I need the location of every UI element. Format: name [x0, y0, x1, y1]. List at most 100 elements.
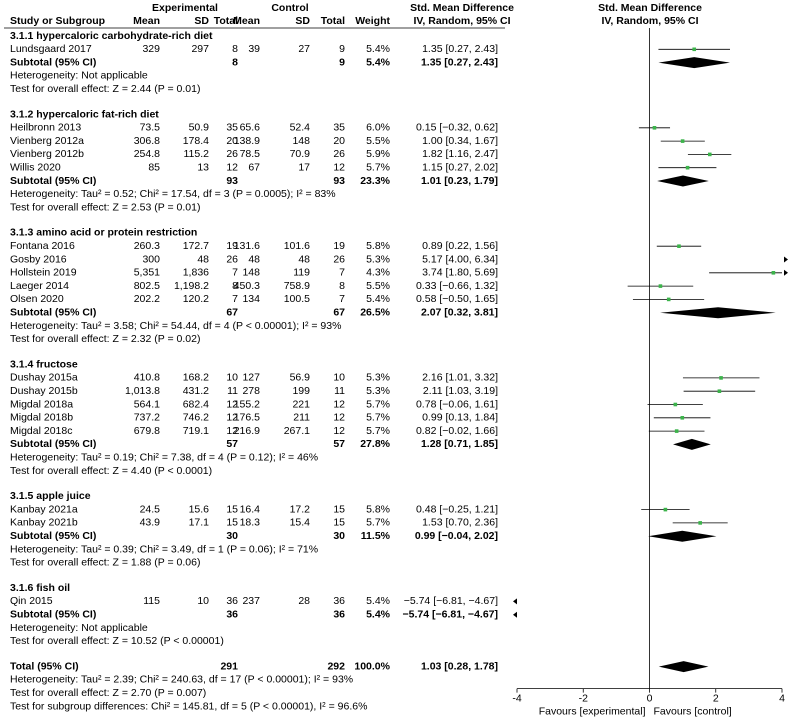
study-marker [652, 126, 657, 130]
study-cell: 15.4 [290, 517, 311, 529]
study-cell: 168.2 [183, 372, 209, 384]
subtotal-exp-total: 93 [226, 175, 238, 187]
study-cell: 9 [339, 43, 345, 55]
study-cell: 138.9 [234, 135, 260, 147]
study-cell: 7 [232, 293, 238, 305]
x-tick-label: 4 [779, 692, 785, 704]
column-header: Mean [233, 15, 260, 27]
study-marker [663, 507, 668, 512]
overall-effect: Test for overall effect: Z = 4.40 (P < 0… [10, 465, 212, 477]
study-cell: 26 [226, 148, 238, 160]
study-cell: 5,351 [134, 267, 160, 279]
study-cell: 20 [333, 135, 345, 147]
study-cell: 176.5 [234, 412, 260, 424]
study-cell: 78.5 [240, 148, 261, 160]
study-cell: 5.4% [366, 595, 390, 607]
study-cell: 216.9 [234, 425, 260, 437]
study-cell: 17.2 [290, 503, 311, 515]
column-header: IV, Random, 95% CI [413, 15, 510, 27]
study-cell: 410.8 [134, 372, 160, 384]
total-ctl: 292 [327, 660, 345, 672]
study-cell: 679.8 [134, 425, 160, 437]
study-marker [658, 284, 663, 288]
total-ci: 1.03 [0.28, 1.78] [421, 660, 498, 672]
study-cell: 5.9% [366, 148, 390, 160]
study-marker [680, 139, 685, 143]
column-header: Mean [133, 15, 160, 27]
study-cell: 278 [242, 385, 260, 397]
summary-diamond [673, 438, 711, 450]
study-cell: 24.5 [140, 503, 161, 515]
subgroup-title: 3.1.5 apple juice [10, 490, 91, 502]
ci-arrow [784, 269, 788, 276]
study-marker [698, 521, 702, 525]
study-cell: 1,836 [183, 267, 209, 279]
study-ci: 1.15 [0.27, 2.02] [422, 161, 498, 173]
study-cell: 131.6 [234, 240, 260, 252]
study-cell: 155.2 [234, 398, 260, 410]
study-cell: 127 [242, 372, 260, 384]
study-cell: 20 [226, 135, 238, 147]
study-cell: 70.9 [290, 148, 311, 160]
column-header: Total [321, 15, 345, 27]
study-cell: 260.3 [134, 240, 160, 252]
study-name: Olsen 2020 [10, 293, 64, 305]
x-tick-label: -2 [579, 692, 588, 704]
subtotal-ci: 1.35 [0.27, 2.43] [421, 56, 498, 68]
study-marker [674, 429, 679, 433]
subtotal-weight: 26.5% [360, 306, 390, 318]
study-cell: 564.1 [134, 398, 160, 410]
study-name: Heilbronn 2013 [10, 122, 81, 134]
study-ci: 0.58 [−0.50, 1.65] [416, 293, 498, 305]
study-cell: 682.4 [183, 398, 209, 410]
subtotal-exp-total: 8 [232, 56, 238, 68]
study-cell: 15 [226, 503, 238, 515]
study-cell: 36 [333, 595, 345, 607]
study-name: Dushay 2015a [10, 372, 78, 384]
study-name: Migdal 2018a [10, 398, 73, 410]
heterogeneity: Heterogeneity: Tau² = 2.39; Chi² = 240.6… [10, 674, 353, 686]
control-header: Control [271, 2, 308, 14]
plot-subtitle: IV, Random, 95% CI [601, 15, 698, 27]
subtotal-exp-total: 67 [226, 306, 238, 318]
study-marker [673, 402, 678, 407]
study-cell: 11 [334, 385, 345, 397]
subtotal-exp-total: 30 [226, 530, 238, 542]
study-name: Lundsgaard 2017 [10, 43, 92, 55]
column-header: Total [214, 15, 238, 27]
subtotal-exp-total: 57 [226, 438, 238, 450]
study-name: Vienberg 2012b [10, 148, 84, 160]
study-cell: 10 [333, 372, 345, 384]
study-ci: 2.16 [1.01, 3.32] [422, 372, 498, 384]
overall-effect: Test for overall effect: Z = 2.53 (P = 0… [10, 201, 200, 213]
plot-title: Std. Mean Difference [598, 2, 702, 14]
study-ci: 1.53 [0.70, 2.36] [422, 517, 498, 529]
study-cell: 5.8% [366, 240, 390, 252]
overall-effect: Test for overall effect: Z = 1.88 (P = 0… [10, 557, 200, 569]
column-header: Study or Subgroup [10, 15, 105, 27]
ci-arrow [513, 598, 517, 605]
study-cell: 329 [142, 43, 160, 55]
study-cell: 211 [293, 412, 310, 424]
study-cell: 148 [242, 267, 260, 279]
study-cell: 5.7% [366, 161, 390, 173]
study-cell: 199 [292, 385, 310, 397]
x-label-left: Favours [experimental] [539, 705, 646, 717]
subtotal-ci: 1.01 [0.23, 1.79] [421, 175, 498, 187]
study-cell: 12 [226, 412, 238, 424]
ci-arrow [513, 611, 517, 618]
subtotal-label: Subtotal (95% CI) [10, 306, 96, 318]
study-cell: 4.3% [366, 267, 390, 279]
study-cell: 26 [226, 253, 238, 265]
summary-diamond [657, 175, 709, 187]
experimental-header: Experimental [152, 2, 218, 14]
study-marker [685, 165, 690, 170]
subtotal-ctl-total: 93 [333, 175, 345, 187]
study-cell: 17.1 [189, 517, 210, 529]
study-name: Laeger 2014 [10, 280, 69, 292]
study-cell: 12 [333, 425, 345, 437]
study-cell: 7 [339, 293, 345, 305]
study-cell: 802.5 [134, 280, 160, 292]
study-cell: 52.4 [290, 122, 311, 134]
x-tick-label: -4 [512, 692, 521, 704]
